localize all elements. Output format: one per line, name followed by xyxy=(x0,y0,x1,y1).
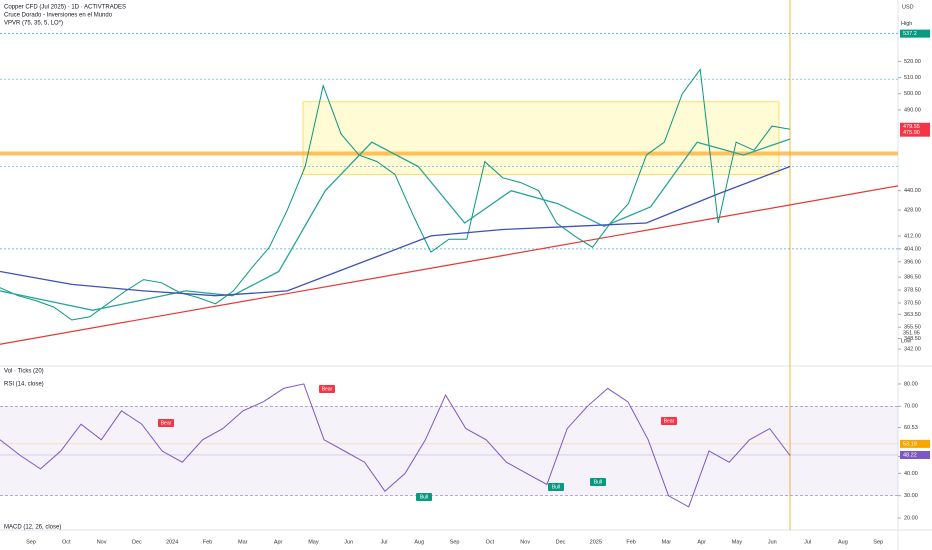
y-tick-label: 404.00 xyxy=(904,246,921,252)
signal-label: Bull xyxy=(552,484,560,490)
x-tick-label: Nov xyxy=(97,539,107,545)
y-tick-label: 490.00 xyxy=(904,107,921,113)
zone xyxy=(302,101,780,175)
chart-title: Copper CFD (Jul 2025) · 1D · ACTIVTRADES xyxy=(4,5,126,11)
y-tick-label: 363.50 xyxy=(904,312,921,318)
rsi-tick-label: 70.00 xyxy=(904,404,918,410)
currency: USD xyxy=(902,4,914,10)
x-tick-label: Dec xyxy=(132,539,142,545)
price-label-box xyxy=(900,122,930,131)
low-label: Low xyxy=(901,338,911,344)
x-tick-label: Feb xyxy=(203,539,212,545)
high-value: 537.2 xyxy=(903,31,917,37)
rsi-current-box xyxy=(900,450,930,459)
signal-box xyxy=(158,419,174,427)
x-tick-label: Feb xyxy=(626,539,635,545)
series-line xyxy=(0,165,791,297)
y-tick-label: 428.00 xyxy=(904,208,921,214)
y-tick-label: 348.50 xyxy=(904,336,921,342)
signal-box xyxy=(416,493,432,501)
x-tick-label: Jul xyxy=(380,539,387,545)
x-tick-label: Sep xyxy=(873,539,883,545)
rsi-tick-label: 30.00 xyxy=(904,493,918,499)
y-tick-label: 342.00 xyxy=(904,347,921,353)
rsi-band xyxy=(0,406,898,496)
y-tick-label: 370.50 xyxy=(904,300,921,306)
x-tick-label: Aug xyxy=(414,539,424,545)
macd-title: MACD (12, 26, close) xyxy=(4,525,61,531)
rsi-line xyxy=(0,383,791,508)
rsi-current-label: 53.19 xyxy=(903,441,917,447)
signal-box xyxy=(590,478,606,486)
x-tick-label: Mar xyxy=(238,539,248,545)
x-tick-label: 2024 xyxy=(166,539,178,545)
rsi-tick-label: 80.00 xyxy=(904,381,918,387)
rsi-current-box xyxy=(900,439,930,448)
series-line xyxy=(0,68,791,321)
rsi-current-label: 48.22 xyxy=(903,452,917,458)
price-label: 479.55 xyxy=(903,124,920,130)
signal-label: Bull xyxy=(420,494,428,500)
y-tick-label: 440.00 xyxy=(904,188,921,194)
x-tick-label: Sep xyxy=(26,539,36,545)
y-tick-label: 412.00 xyxy=(904,233,921,239)
y-tick-label: 396.00 xyxy=(904,259,921,265)
signal-label: Bear xyxy=(322,386,333,392)
x-tick-label: Oct xyxy=(62,539,71,545)
price-label: 475.90 xyxy=(903,130,920,136)
signal-box xyxy=(661,417,677,425)
x-tick-label: 2025 xyxy=(590,539,602,545)
x-tick-label: May xyxy=(308,539,319,545)
x-tick-label: Mar xyxy=(662,539,672,545)
chart-subtitle: Cruce Dorado - Inversiones en el Mundo xyxy=(4,13,113,19)
volume-title: Vol · Ticks (20) xyxy=(4,369,44,375)
rsi-tick-label: 60.53 xyxy=(904,425,918,431)
high-box xyxy=(900,29,930,38)
signal-label: Bear xyxy=(664,418,675,424)
x-tick-label: Nov xyxy=(520,539,530,545)
x-tick-label: Apr xyxy=(697,539,706,545)
rsi-title: RSI (14, close) xyxy=(4,382,44,388)
price-label-box xyxy=(900,128,930,137)
y-tick-label: 510.00 xyxy=(904,75,921,81)
y-tick-label: 378.50 xyxy=(904,288,921,294)
y-tick-label: 520.00 xyxy=(904,59,921,65)
low-value: 351.95 xyxy=(903,330,920,336)
x-tick-label: Apr xyxy=(274,539,283,545)
x-tick-label: Jul xyxy=(804,539,811,545)
rsi-tick-label: 40.00 xyxy=(904,471,918,477)
x-tick-label: Sep xyxy=(450,539,460,545)
signal-box xyxy=(319,385,335,393)
x-tick-label: Aug xyxy=(838,539,848,545)
x-tick-label: May xyxy=(732,539,743,545)
rsi-tick-label: 20.00 xyxy=(904,516,918,522)
y-tick-label: 500.00 xyxy=(904,91,921,97)
indicator-label: VPVR (75, 35, 5, LO*) xyxy=(4,21,63,27)
signal-label: Bull xyxy=(594,479,602,485)
x-tick-label: Jun xyxy=(344,539,353,545)
signal-label: Bear xyxy=(161,420,172,426)
y-tick-label: 355.50 xyxy=(904,325,921,331)
signal-box xyxy=(548,483,564,491)
trendline xyxy=(0,185,899,345)
x-tick-label: Dec xyxy=(556,539,566,545)
y-tick-label: 386.50 xyxy=(904,275,921,281)
high-label: High xyxy=(901,21,912,27)
series-line xyxy=(0,138,791,311)
x-tick-label: Oct xyxy=(486,539,495,545)
x-tick-label: Jun xyxy=(768,539,777,545)
